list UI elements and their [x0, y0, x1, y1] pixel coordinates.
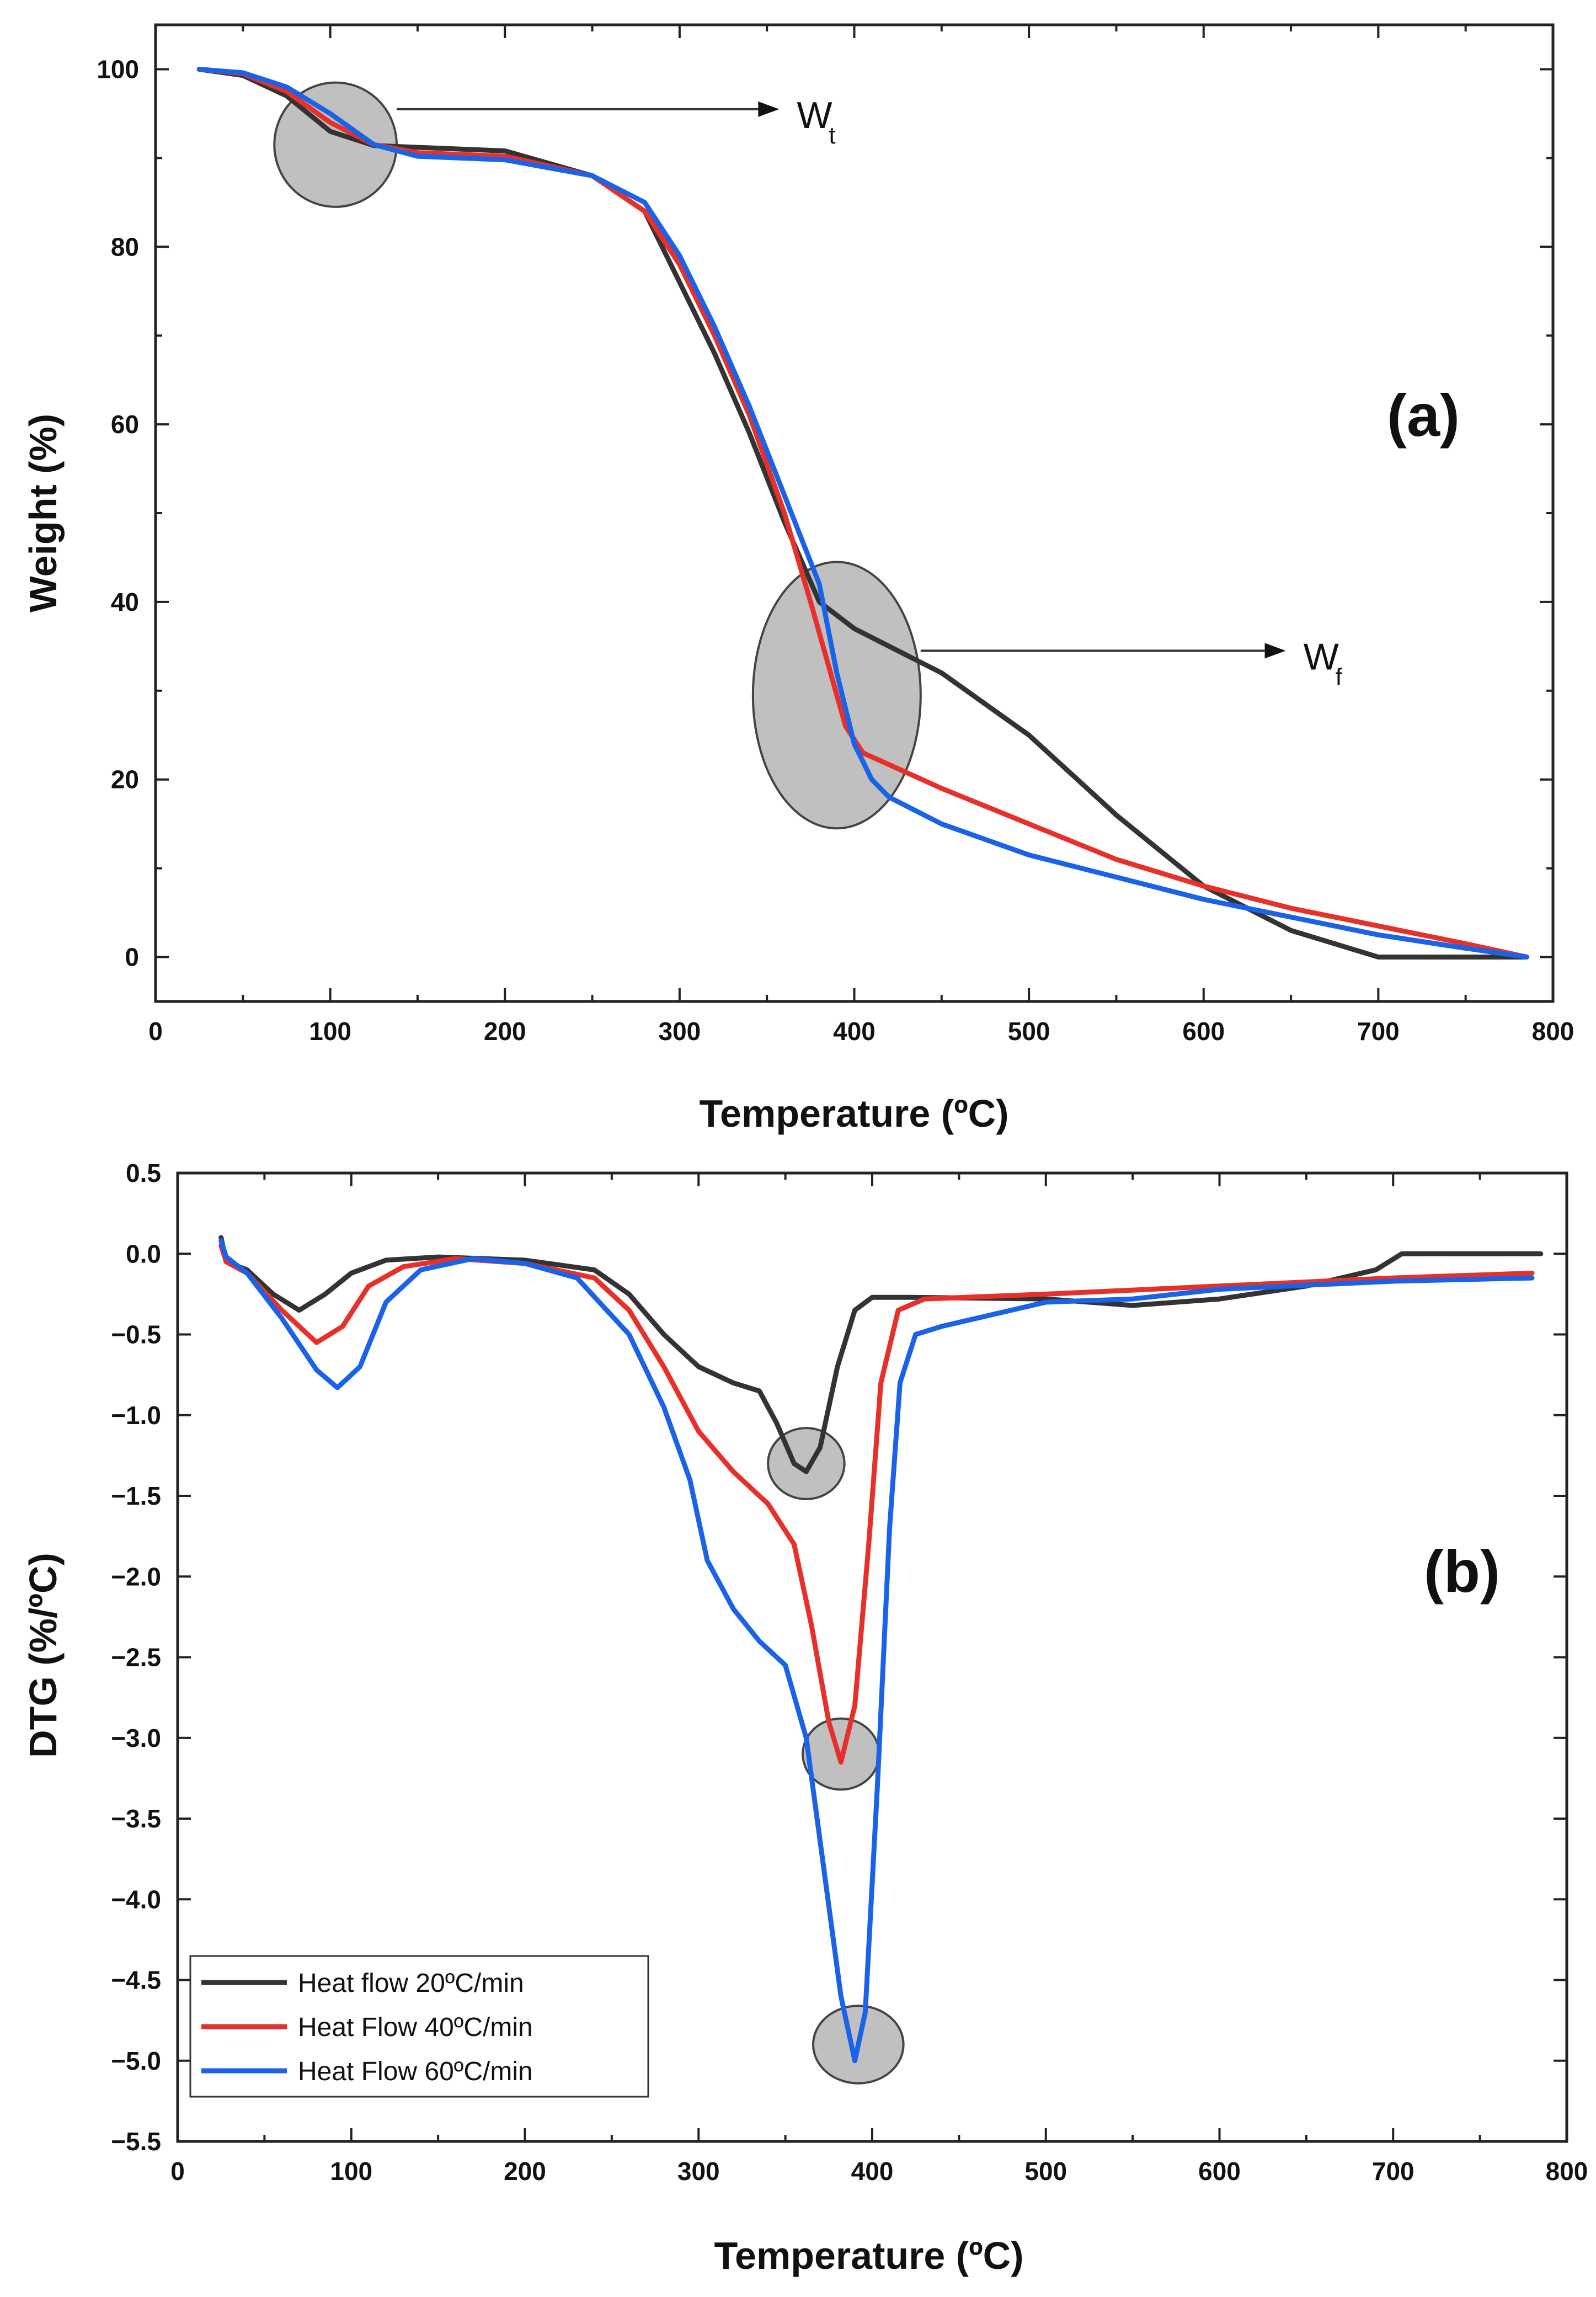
- x-tick-label-a: 700: [1357, 1017, 1400, 1046]
- x-tick-label-b: 0: [170, 2157, 185, 2186]
- annotation-subscript-1: f: [1336, 663, 1343, 690]
- y-tick-label-b: −4.0: [111, 1885, 161, 1914]
- y-tick-label-a: 60: [111, 410, 139, 439]
- legend-label-1: Heat Flow 40ºC/min: [298, 2013, 533, 2042]
- y-tick-label-b: −2.0: [111, 1562, 161, 1591]
- y-tick-label-b: −5.5: [111, 2127, 161, 2156]
- plot-b-series: [218, 1235, 1544, 2064]
- x-tick-label-b: 100: [330, 2157, 372, 2186]
- x-tick-label-a: 400: [833, 1017, 876, 1046]
- y-tick-label-b: 0.5: [126, 1159, 161, 1187]
- annotation-label-0: W: [797, 94, 832, 136]
- y-axis-title-b: DTG (%/ºC): [22, 1553, 65, 1758]
- annotation-arrowhead-0: [758, 101, 780, 117]
- x-tick-label-b: 500: [1024, 2157, 1067, 2186]
- x-tick-label-b: 400: [851, 2157, 894, 2186]
- x-tick-label-a: 200: [484, 1017, 526, 1046]
- x-tick-label-b: 700: [1372, 2157, 1414, 2186]
- x-axis-title-a: Temperature (ºC): [699, 1092, 1008, 1135]
- y-tick-label-b: 0.0: [126, 1239, 161, 1268]
- annotation-subscript-0: t: [829, 122, 835, 149]
- legend: Heat flow 20ºC/min Heat Flow 40ºC/min Heat…: [189, 1955, 649, 2098]
- x-tick-label-a: 100: [309, 1017, 351, 1046]
- annotation-arrowhead-1: [1264, 643, 1286, 659]
- plot-a-series: [196, 67, 1529, 960]
- y-tick-label-b: −2.5: [111, 1643, 161, 1672]
- x-tick-label-a: 300: [659, 1017, 701, 1046]
- y-tick-label-a: 40: [111, 588, 139, 616]
- x-tick-label-a: 500: [1008, 1017, 1050, 1046]
- y-tick-label-a: 0: [125, 943, 139, 972]
- series-line-b-1: [218, 1243, 1535, 1765]
- x-tick-label-b: 600: [1198, 2157, 1241, 2186]
- legend-label-2: Heat Flow 60ºC/min: [298, 2057, 533, 2086]
- panel-b-dtg-chart: 0 100 200 300 400 500 600 700 800 0.5 0.0 −0.5 −1.0 −…: [22, 1159, 1588, 2277]
- annotation-label-1: W: [1304, 636, 1339, 678]
- x-axis-title-b: Temperature (ºC): [714, 2234, 1023, 2277]
- x-tick-label-a: 0: [148, 1017, 163, 1046]
- series-line-b-2: [218, 1238, 1535, 2064]
- y-tick-label-a: 100: [97, 55, 139, 83]
- y-tick-label-b: −0.5: [111, 1320, 161, 1349]
- y-axis-title-a: Weight (%): [22, 414, 65, 612]
- y-tick-label-b: −1.0: [111, 1401, 161, 1430]
- x-tick-label-b: 800: [1546, 2157, 1588, 2186]
- plot-b-annotations: [767, 1427, 905, 2085]
- x-tick-label-b: 200: [504, 2157, 546, 2186]
- highlight-ellipse-b-0: [767, 1427, 846, 1500]
- series-line-a-1: [196, 67, 1529, 960]
- panel-label-b: (b): [1424, 1538, 1500, 1605]
- y-tick-label-b: −5.0: [111, 2046, 161, 2075]
- series-line-a-2: [196, 67, 1529, 960]
- legend-label-0: Heat flow 20ºC/min: [298, 1969, 524, 1998]
- x-tick-label-a: 800: [1532, 1017, 1574, 1046]
- y-tick-label-b: −3.5: [111, 1804, 161, 1833]
- y-tick-label-a: 20: [111, 765, 139, 794]
- series-line-a-0: [196, 67, 1529, 960]
- y-tick-label-b: −3.0: [111, 1724, 161, 1752]
- y-tick-label-b: −4.5: [111, 1966, 161, 1995]
- plot-b-ticks: 0 100 200 300 400 500 600 700 800 0.5 0.0 −0.5 −1.0 −…: [111, 1159, 1588, 2186]
- panel-label-a: (a): [1387, 382, 1460, 449]
- plot-a-ticks: 0 100 200 300 400 500 600 700 800 0 20 40 60 80 100: [97, 25, 1574, 1046]
- y-tick-label-a: 80: [111, 232, 139, 261]
- x-tick-label-b: 300: [677, 2157, 720, 2186]
- series-line-b-0: [218, 1235, 1544, 1474]
- x-tick-label-a: 600: [1182, 1017, 1225, 1046]
- y-tick-label-b: −1.5: [111, 1481, 161, 1510]
- panel-a-weight-chart: 0 100 200 300 400 500 600 700 800 0 20 40 60 80 100 Wt…: [22, 23, 1574, 1135]
